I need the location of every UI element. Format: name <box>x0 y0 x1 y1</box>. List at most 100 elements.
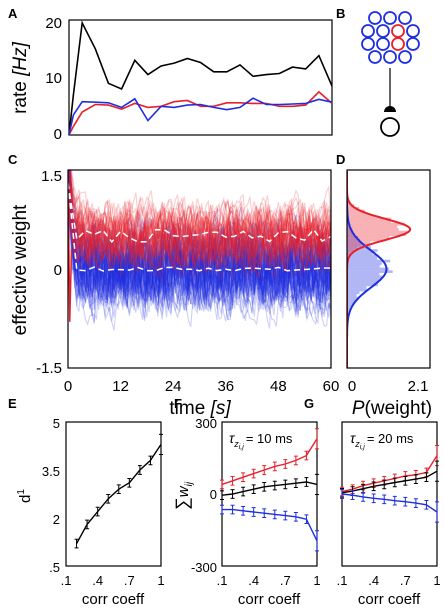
uncorrelated-neuron <box>383 11 397 25</box>
blue-histogram-bar <box>347 309 350 313</box>
panel-f-red-errorbar <box>272 461 277 472</box>
blue-weight-trace <box>68 194 331 306</box>
red-histogram-bar <box>347 236 390 239</box>
blue-weight-trace <box>68 172 331 317</box>
blue-weight-trace <box>68 183 331 319</box>
red-weight-trace <box>68 177 331 277</box>
red-weight-trace <box>68 182 331 276</box>
panel-g-black-line <box>341 470 438 494</box>
blue-weight-trace <box>68 184 331 312</box>
uncorrelated-neuron <box>406 24 420 38</box>
panel-g-blue-errorbar <box>392 495 397 506</box>
blue-weight-trace <box>68 187 331 310</box>
red-histogram-bar <box>347 254 350 258</box>
red-histogram-bar <box>347 243 362 247</box>
blue-weight-trace <box>68 170 331 312</box>
presynaptic-neurons <box>361 11 420 64</box>
blue-weight-trace <box>68 170 331 325</box>
panel-e-xtick: .4 <box>92 573 103 588</box>
blue-weight-trace <box>68 205 331 312</box>
panel-e-ylabel: d1 <box>16 489 34 503</box>
panel-c-xtick: 12 <box>112 378 129 395</box>
panel-f-black-errorbar <box>262 481 267 492</box>
panel-g-xtick: 1 <box>433 573 440 588</box>
blue-histogram-bar <box>347 291 360 295</box>
panel-f-red-line <box>221 438 318 486</box>
blue-histogram-bar <box>347 302 354 305</box>
panel-c-xtick: 60 <box>323 378 340 395</box>
panel-g-black-errorbar <box>392 477 397 488</box>
panel-c-xtick: 24 <box>165 378 182 395</box>
panel-f-xtick: .1 <box>217 573 228 588</box>
blue-weight-trace <box>68 170 331 312</box>
red-histogram-bar <box>347 222 405 226</box>
panel-e-errorbar <box>159 433 163 455</box>
blue-weight-trace <box>68 190 331 322</box>
blue-histogram-bar <box>347 243 371 247</box>
panel-f-ytick-300: 300 <box>195 416 217 431</box>
blue-histogram-bar <box>347 288 367 292</box>
blue-weight-trace <box>68 200 331 326</box>
panel-a: 0 10 20 rate [Hz] <box>10 15 333 143</box>
panel-e-frame <box>65 421 162 567</box>
blue-histogram-bar <box>347 238 360 242</box>
red-weight-trace <box>68 195 331 270</box>
panel-f-black-errorbar <box>315 473 319 495</box>
panel-f-blue-errorbar <box>251 507 256 517</box>
blue-histogram-bar <box>347 283 378 287</box>
blue-weight-trace <box>70 170 331 313</box>
panel-c-xtick: 48 <box>270 378 287 395</box>
blue-weight-trace <box>68 170 331 316</box>
panel-c-frame <box>67 169 332 369</box>
blue-weight-trace <box>69 170 331 313</box>
red-weight-trace <box>68 177 331 279</box>
uncorrelated-neuron <box>376 24 390 38</box>
panel-f-xtick: .7 <box>280 573 291 588</box>
panel-g-series <box>340 445 439 523</box>
red-weight-trace <box>68 192 331 277</box>
panel-a-ytick-20: 20 <box>45 15 62 32</box>
blue-histogram-bar <box>347 233 356 236</box>
panel-a-frame <box>68 19 333 136</box>
panel-letter-c: C <box>8 152 18 167</box>
blue-histogram-bar <box>347 225 350 229</box>
panel-f-ylabel: ∑wij <box>172 481 195 510</box>
red-weight-trace <box>69 170 331 279</box>
red-weight-trace <box>68 191 331 273</box>
blue-histogram-bar <box>347 222 349 226</box>
red-weight-trace <box>68 174 331 258</box>
mean-correlated-weight <box>68 183 331 244</box>
blue-histogram-bar <box>347 267 389 271</box>
blue-weight-trace <box>68 194 331 320</box>
uncorrelated-neuron <box>406 37 420 51</box>
panel-g-blue-errorbar <box>340 489 344 499</box>
red-weight-trace <box>68 186 331 272</box>
panel-letter-f: F <box>174 396 182 411</box>
red-weight-trace <box>68 184 331 273</box>
uncorrelated-neuron <box>398 11 412 25</box>
panel-f-blue-errorbar <box>315 530 319 552</box>
blue-weight-trace <box>69 170 331 311</box>
blue-weight-trace <box>70 170 331 313</box>
panel-c-xticks: 0 12 24 36 48 60 <box>64 378 340 395</box>
blue-histogram-bar <box>347 249 378 252</box>
red-weight-trace <box>69 170 331 271</box>
blue-weight-trace <box>68 196 331 306</box>
blue-histogram-bar <box>347 272 380 276</box>
panel-g-blue-errorbar <box>382 494 387 505</box>
panel-g-blue-errorbar <box>350 490 355 501</box>
red-weight-trace <box>70 170 331 272</box>
panel-f-black-errorbar <box>283 479 288 490</box>
panel-e-errorbar <box>137 465 142 475</box>
blue-histogram-bar <box>347 251 373 255</box>
blue-histogram-bar <box>347 296 360 300</box>
blue-weight-trace <box>68 170 331 317</box>
panel-letter-b: B <box>336 6 345 21</box>
blue-weight-trace <box>68 170 331 318</box>
red-weight-trace <box>68 186 331 274</box>
blue-weight-trace <box>68 200 331 321</box>
red-histogram-bar <box>347 238 384 242</box>
red-weight-trace <box>68 170 331 281</box>
blue-weight-trace <box>68 170 331 307</box>
uncorrelated-neuron <box>361 24 375 38</box>
